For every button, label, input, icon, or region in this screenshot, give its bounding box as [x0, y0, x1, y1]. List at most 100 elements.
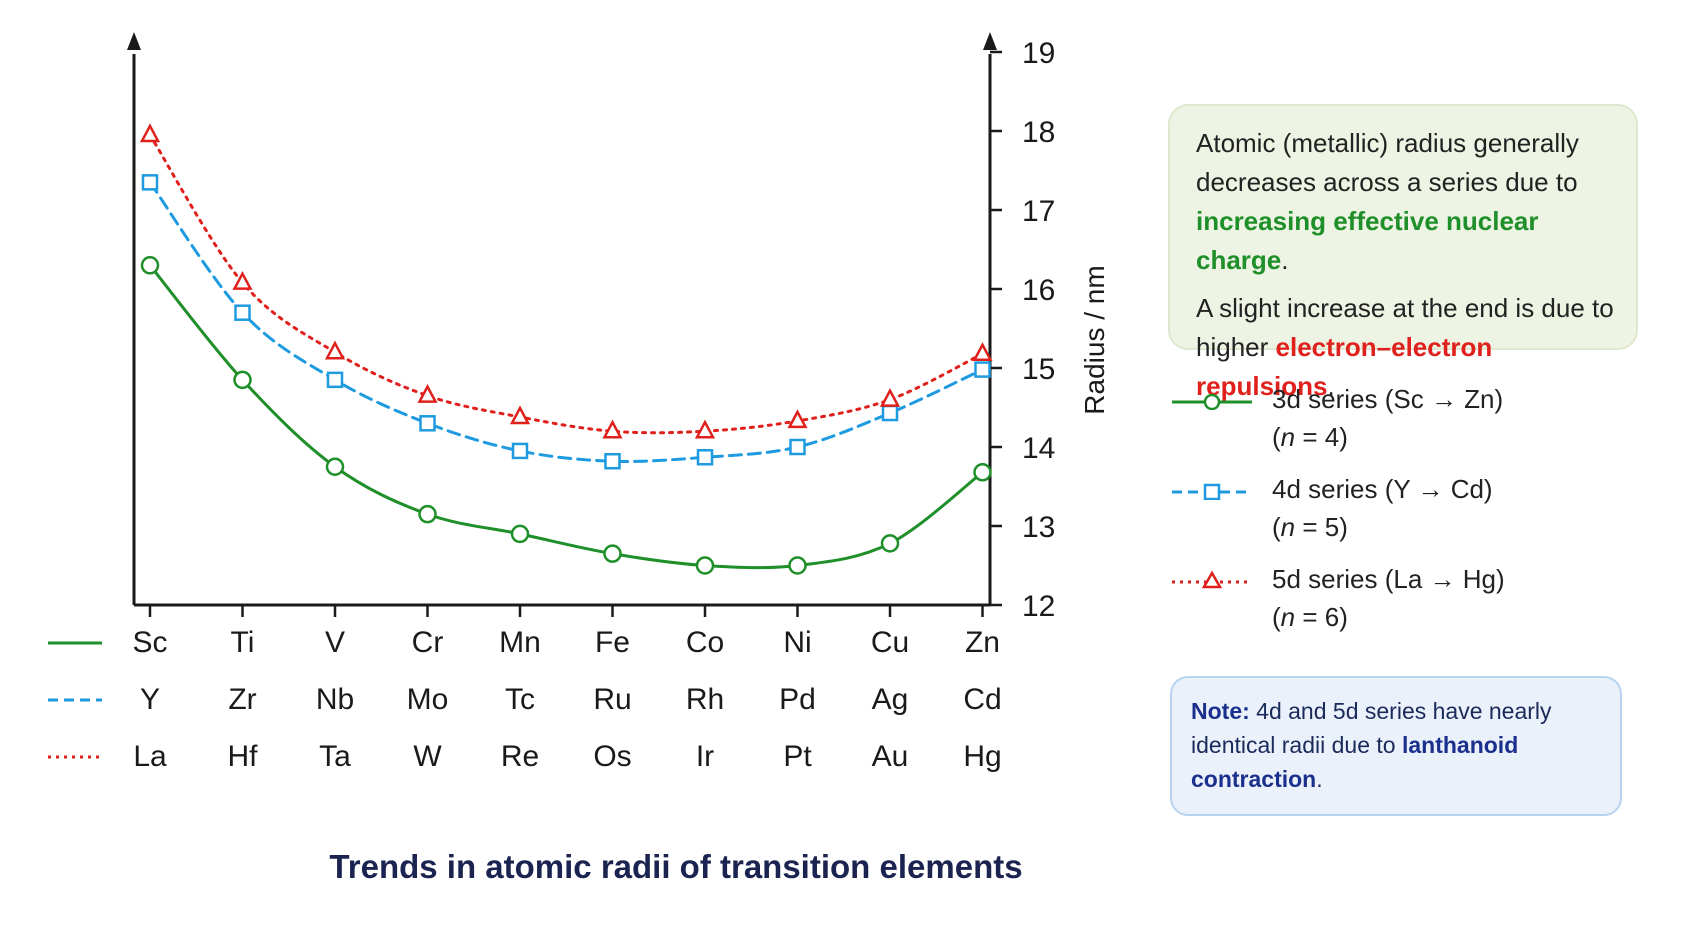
x-tick-label: Os	[593, 740, 631, 773]
note-highlight-lanthanoid: lanthanoid contraction	[1191, 732, 1519, 792]
x-tick-label: Mo	[407, 683, 449, 716]
y-tick-label: 13	[1022, 511, 1055, 544]
x-tick-label: Zn	[965, 626, 1000, 659]
info-text-2: A slight increase at the end is due to h…	[1196, 293, 1614, 362]
x-tick-label: Au	[872, 740, 909, 773]
info-paragraph-2: A slight increase at the end is due to h…	[1196, 289, 1614, 406]
point-marker-5d	[232, 271, 253, 290]
x-tick-label: Tc	[505, 683, 535, 716]
y-tick-label: 12	[1022, 590, 1055, 623]
x-tick-label: Ir	[696, 740, 714, 773]
x-tick-label: Re	[501, 740, 539, 773]
point-marker-4d	[511, 442, 529, 460]
info-paragraph-1: Atomic (metallic) radius generally decre…	[1196, 124, 1614, 280]
x-tick-label: Hf	[228, 740, 259, 773]
legend-swatch-3d	[1172, 393, 1252, 410]
note-box: Note: 4d and 5d series have nearly ident…	[1170, 676, 1622, 816]
x-tick-label: Ru	[593, 683, 631, 716]
x-tick-label: Cu	[871, 626, 909, 659]
chart-caption: Trends in atomic radii of transition ele…	[329, 848, 1023, 885]
info-text-1: Atomic (metallic) radius generally decre…	[1196, 128, 1579, 197]
series-line-5d	[148, 133, 984, 435]
legend: 3d series (Sc → Zn) (n = 4) 4d series (Y…	[1170, 380, 1640, 650]
legend-sub-4d: (n = 5)	[1272, 512, 1348, 542]
point-marker-3d	[418, 504, 437, 524]
point-marker-3d	[973, 463, 992, 482]
point-marker-4d	[604, 452, 621, 470]
info-box: Atomic (metallic) radius generally decre…	[1168, 104, 1638, 401]
x-tick-label: Cr	[412, 626, 444, 659]
legend-label-5d: 5d series (La → Hg) (n = 6)	[1272, 560, 1505, 636]
point-marker-5d	[972, 342, 993, 362]
point-marker-3d	[880, 534, 900, 553]
point-marker-4d	[419, 415, 436, 432]
point-marker-3d	[788, 556, 807, 575]
x-tick-label: Ti	[231, 626, 255, 659]
legend-sub-3d: (n = 4)	[1272, 422, 1348, 452]
point-marker-4d	[141, 174, 159, 191]
info-highlight-effective-charge: increasing effective nuclear charge	[1196, 206, 1539, 275]
series-line-3d	[148, 263, 984, 570]
x-tick-label: Ag	[872, 683, 909, 716]
note-text: 4d and 5d series have nearly identical r…	[1191, 698, 1552, 758]
legend-item-5d: 5d series (La → Hg) (n = 6)	[1170, 560, 1640, 650]
x-tick-label: V	[325, 626, 345, 659]
x-tick-label: Ta	[319, 740, 351, 773]
x-tick-label: Sc	[132, 626, 167, 659]
x-tick-label: Cd	[963, 683, 1001, 716]
x-tick-label: Rh	[686, 683, 724, 716]
x-tick-label: Zr	[228, 683, 256, 716]
x-tick-label: Co	[686, 626, 724, 659]
y-axis-label: Radius / nm	[1079, 265, 1110, 414]
point-marker-4d	[326, 371, 344, 389]
point-marker-5d	[324, 340, 346, 360]
legend-sub-5d: (n = 6)	[1272, 602, 1348, 632]
point-marker-5d	[787, 409, 808, 429]
legend-name-3d: 3d series (Sc → Zn)	[1272, 384, 1504, 414]
y-tick-label: 17	[1022, 195, 1055, 228]
point-marker-4d	[881, 404, 899, 422]
x-tick-label: Pd	[779, 683, 816, 716]
series-line-4d	[148, 180, 984, 463]
info-period: .	[1327, 371, 1335, 401]
legend-item-3d: 3d series (Sc → Zn) (n = 4)	[1170, 380, 1640, 470]
point-marker-5d	[509, 405, 531, 425]
x-tick-label: Mn	[499, 626, 541, 659]
x-tick-label: Hg	[963, 740, 1001, 773]
point-marker-3d	[325, 457, 345, 476]
x-tick-label: Pt	[783, 740, 812, 773]
legend-label-3d: 3d series (Sc → Zn) (n = 4)	[1272, 380, 1503, 456]
legend-name-4d: 4d series (Y → Cd)	[1272, 474, 1493, 504]
point-marker-3d	[510, 524, 530, 544]
point-marker-3d	[603, 544, 622, 563]
x-tick-label: Y	[140, 683, 160, 716]
note-label: Note:	[1191, 698, 1250, 724]
y-tick-label: 14	[1022, 432, 1055, 465]
y-tick-label: 15	[1022, 353, 1055, 386]
legend-swatch-5d	[1172, 570, 1252, 589]
note-period: .	[1316, 766, 1323, 792]
y-tick-label: 16	[1022, 274, 1055, 307]
info-period: .	[1281, 245, 1289, 275]
point-marker-5d	[879, 387, 901, 407]
radius-chart: 12 13 14 15 16 17 18 19 Radius / nm Sc Ti V Cr Mn Fe Co…	[48, 32, 1110, 773]
x-tick-label: Fe	[595, 626, 630, 659]
point-marker-4d	[696, 449, 714, 466]
point-marker-4d	[974, 361, 991, 378]
legend-swatch-4d	[1172, 483, 1252, 500]
legend-item-4d: 4d series (Y → Cd) (n = 5)	[1170, 470, 1640, 560]
x-tick-label: Nb	[316, 683, 354, 716]
point-marker-4d	[234, 304, 251, 321]
point-marker-3d	[140, 256, 160, 275]
info-highlight-repulsions: electron–electron repulsions	[1196, 332, 1493, 401]
point-marker-3d	[695, 556, 715, 575]
point-marker-4d	[789, 438, 806, 456]
point-marker-5d	[139, 123, 161, 143]
left-axis-arrow	[127, 32, 141, 50]
point-marker-5d	[602, 419, 623, 439]
x-tick-label: Ni	[783, 626, 811, 659]
point-marker-5d	[694, 419, 716, 439]
right-axis-arrow	[983, 32, 997, 50]
legend-label-4d: 4d series (Y → Cd) (n = 5)	[1272, 470, 1493, 546]
x-tick-label: W	[413, 740, 442, 773]
